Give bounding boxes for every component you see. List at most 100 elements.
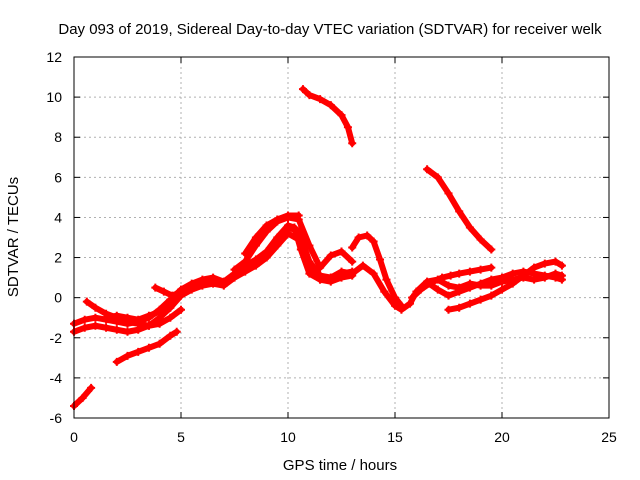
data-point (465, 299, 474, 308)
data-point (348, 267, 357, 276)
data-point (540, 271, 549, 280)
data-point (172, 327, 181, 336)
data-point (433, 173, 442, 182)
data-point (498, 273, 506, 282)
data-point (219, 279, 228, 288)
series-arc-01 (70, 383, 96, 410)
data-point (476, 235, 485, 244)
series-arc-07 (82, 297, 185, 330)
series-arc-06 (241, 211, 303, 258)
x-tick-label: 15 (387, 429, 403, 445)
x-tick-label: 25 (601, 429, 617, 445)
data-point (134, 347, 143, 356)
data-point (444, 305, 453, 314)
data-point (455, 303, 464, 312)
data-point (316, 95, 325, 104)
data-point (144, 343, 153, 352)
x-tick-label: 0 (70, 429, 78, 445)
data-point (444, 291, 453, 300)
data-point (155, 319, 164, 328)
data-point (209, 277, 218, 286)
data-point (166, 313, 175, 322)
data-point (369, 269, 378, 278)
data-point (91, 303, 100, 312)
data-point (540, 259, 549, 268)
data-point (168, 291, 177, 300)
data-point (348, 243, 357, 252)
data-point (166, 331, 175, 340)
data-point (284, 223, 292, 232)
series-arc-12 (423, 165, 496, 254)
data-point (476, 295, 485, 304)
data-point (305, 257, 314, 266)
data-point (151, 283, 160, 292)
chart-title: Day 093 of 2019, Sidereal Day-to-day VTE… (58, 21, 602, 38)
data-point (376, 255, 385, 264)
data-point (159, 287, 168, 296)
data-point (476, 265, 485, 274)
data-point (198, 279, 207, 288)
data-point (425, 279, 434, 288)
y-tick-label: 4 (54, 209, 62, 225)
data-point (363, 231, 372, 240)
data-point (343, 123, 352, 132)
data-point (476, 279, 485, 288)
data-point (134, 319, 143, 328)
series-arc-09 (151, 277, 228, 300)
data-point (530, 269, 539, 278)
data-point (144, 321, 153, 330)
data-point (438, 273, 447, 282)
data-point (337, 111, 346, 120)
data-point (369, 237, 378, 246)
grid (74, 57, 609, 418)
data-point (397, 301, 406, 310)
data-point (273, 215, 282, 224)
series-arc-15 (408, 267, 566, 302)
data-point (316, 263, 325, 272)
data-point (433, 285, 442, 294)
y-tick-label: -4 (50, 370, 63, 386)
series-arc-10 (298, 85, 357, 148)
y-tick-label: 8 (54, 129, 62, 145)
series-arc-04 (102, 223, 357, 324)
data-point (391, 293, 399, 302)
data-point (187, 283, 196, 292)
data-point (551, 273, 560, 282)
data-point (557, 261, 566, 270)
data-point (166, 297, 175, 306)
x-tick-label: 10 (280, 429, 296, 445)
data-point (155, 339, 164, 348)
x-axis-label: GPS time / hours (283, 457, 397, 474)
data-point (455, 269, 464, 278)
data-point (251, 257, 260, 266)
data-point (487, 275, 496, 284)
data-point (177, 287, 185, 296)
data-point (102, 309, 111, 318)
data-point (102, 323, 111, 332)
data-point (382, 275, 391, 284)
data-point (123, 327, 132, 336)
data-point (112, 357, 121, 366)
data-point (262, 249, 271, 258)
series-arc-14 (444, 257, 566, 314)
data-point (87, 383, 96, 392)
data-point (112, 325, 121, 334)
data-point (298, 85, 307, 94)
data-point (80, 323, 89, 332)
data-point (262, 221, 271, 230)
plot-frame (73, 56, 610, 419)
data-point (487, 263, 496, 272)
series-band (409, 268, 565, 301)
axis-ticks: 0 5 10 15 20 25 -6 -4 -2 0 2 4 6 8 10 12 (46, 49, 617, 445)
data-point (91, 313, 100, 322)
data-point (348, 139, 357, 148)
series-arc-08 (112, 327, 181, 366)
data-point (444, 189, 453, 198)
series-arc-11 (348, 231, 406, 310)
y-tick-label: 12 (46, 49, 62, 65)
data-point (446, 271, 455, 280)
data-point (508, 269, 517, 278)
series-band (83, 298, 184, 329)
data-point (326, 273, 335, 282)
